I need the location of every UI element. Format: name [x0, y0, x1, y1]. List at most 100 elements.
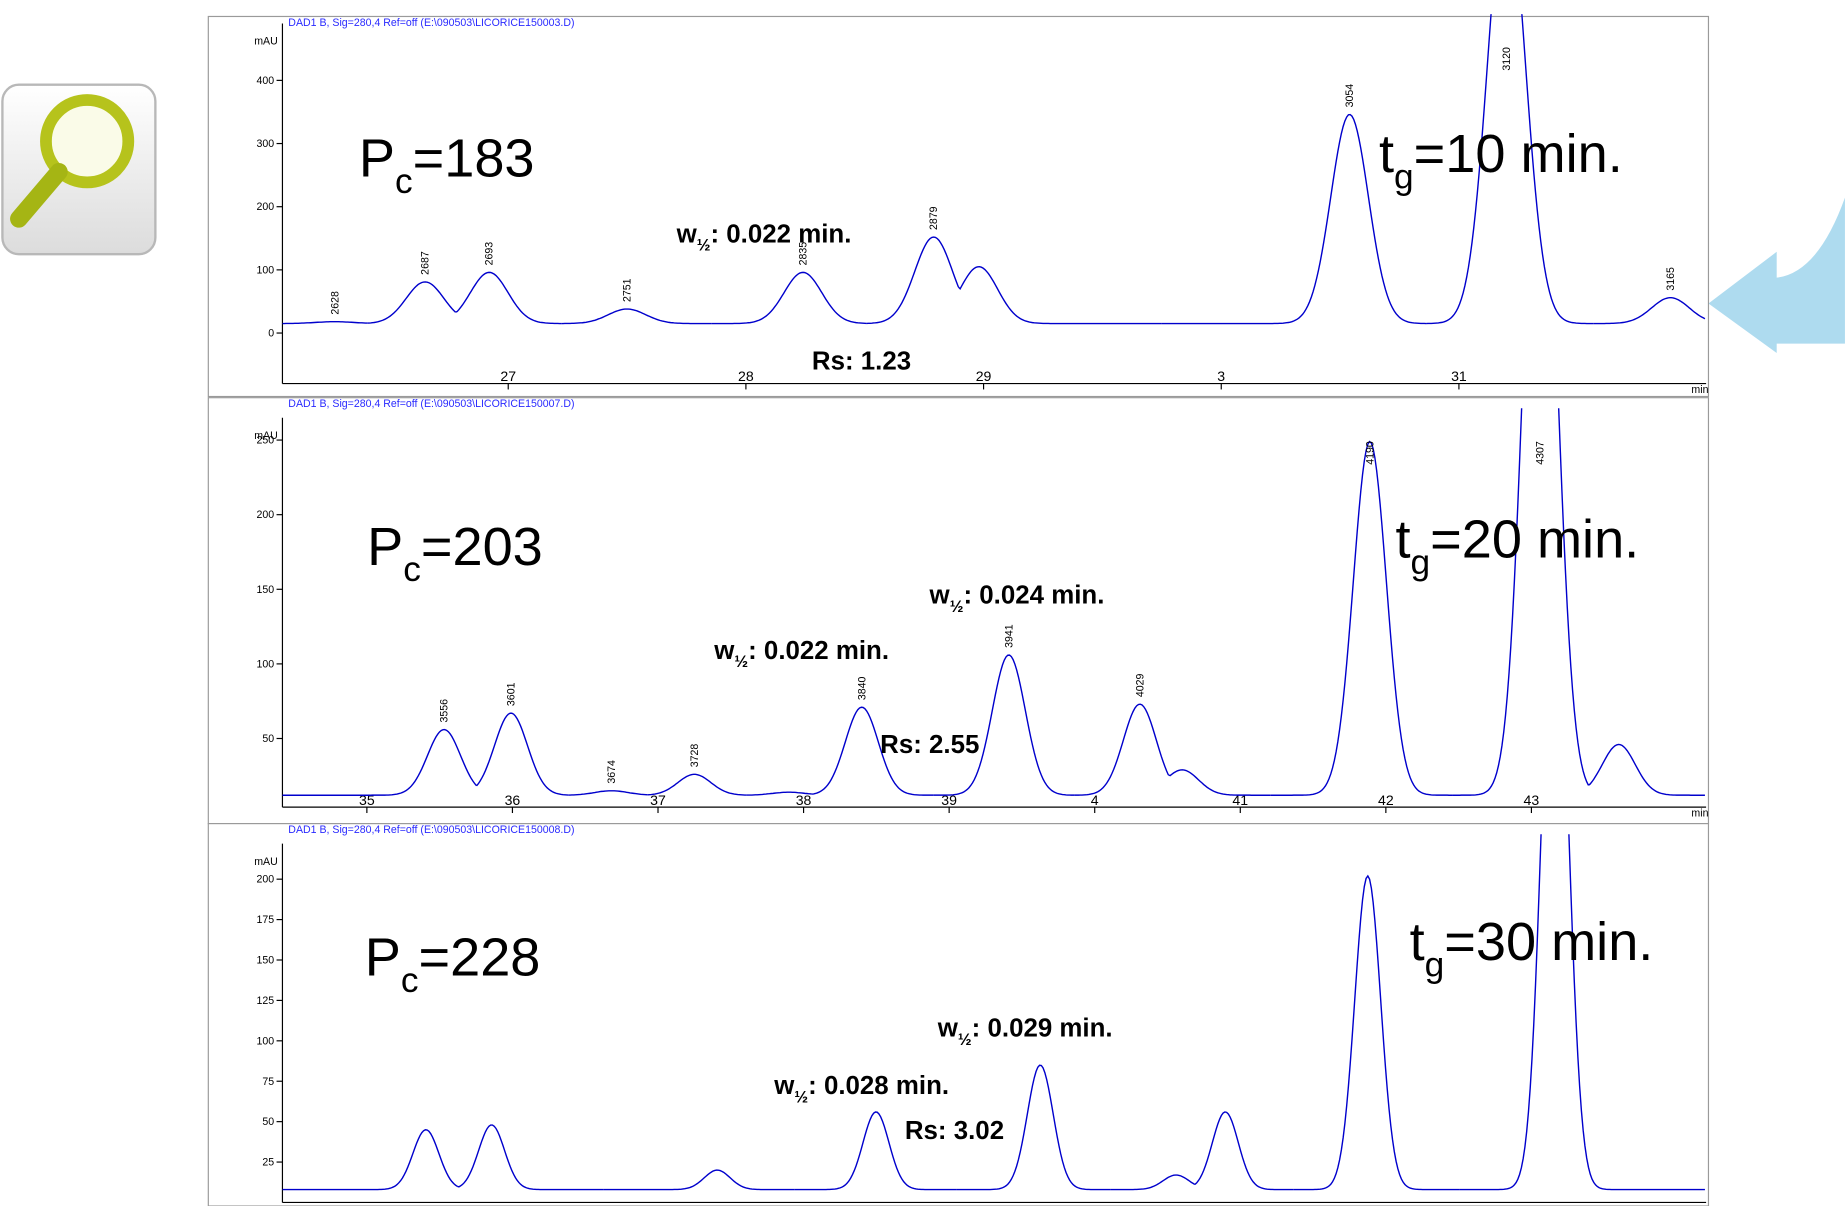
y-tick-label: 125	[257, 995, 275, 1007]
x-tick-label: 41	[1232, 792, 1248, 808]
y-tick-label: 250	[257, 435, 275, 447]
gradient-time: tg=20 min.	[1395, 510, 1639, 582]
plate-count-text: =228	[419, 927, 541, 987]
peak-trace	[957, 266, 1162, 325]
peak-trace	[1593, 296, 1706, 325]
peak-trace	[794, 1111, 957, 1191]
half-width-symbol: w	[676, 220, 698, 248]
y-tick-label: 75	[262, 1076, 274, 1088]
x-tick-label: 27	[500, 368, 516, 384]
peak-trace	[561, 308, 712, 325]
plate-count-subscript: c	[403, 550, 421, 589]
x-axis-label: min	[1691, 808, 1708, 820]
plate-count-symbol: P	[367, 517, 403, 577]
plate-count: Pc=228	[365, 927, 541, 999]
peak-label: 2835	[797, 242, 809, 266]
chart-header: DAD1 B, Sig=280,4 Ref=off (E:\090503\LIC…	[288, 824, 574, 836]
peak-label: 3840	[856, 676, 868, 700]
y-tick-label: 200	[257, 201, 275, 213]
gradient-time-subscript: g	[1425, 946, 1445, 985]
peak-label: 3728	[689, 744, 701, 768]
peak-trace	[568, 790, 648, 796]
gradient-time-symbol: t	[1395, 510, 1410, 570]
half-width-text: : 0.029 min.	[972, 1015, 1113, 1043]
half-width-subscript: ½	[950, 598, 964, 616]
peak-label: 3601	[506, 682, 518, 706]
peak-trace	[455, 271, 562, 325]
peak-label: 3054	[1344, 84, 1356, 108]
y-tick-label: 200	[257, 509, 275, 521]
gradient-time-symbol: t	[1410, 912, 1425, 972]
half-width-symbol: w	[929, 582, 951, 610]
half-width-text: : 0.022 min.	[748, 637, 889, 665]
half-width: w½: 0.022 min.	[676, 220, 852, 254]
peak-trace	[933, 654, 1075, 796]
peak-trace	[1270, 440, 1453, 796]
half-width-text: : 0.028 min.	[808, 1072, 949, 1100]
chart-header: DAD1 B, Sig=280,4 Ref=off (E:\090503\LIC…	[288, 17, 574, 29]
peak-label: 4190	[1364, 441, 1376, 465]
y-tick-label: 25	[262, 1157, 274, 1169]
peak-trace	[282, 320, 368, 325]
peak-label: 3165	[1665, 267, 1677, 291]
half-width-symbol: w	[773, 1072, 795, 1100]
peak-trace	[367, 281, 456, 324]
gradient-time-symbol: t	[1379, 124, 1394, 184]
x-tick-label: 31	[1451, 368, 1467, 384]
x-tick-label: 42	[1378, 792, 1394, 808]
peak-label: 2687	[420, 251, 432, 275]
gradient-time: tg=30 min.	[1410, 912, 1654, 984]
half-width-subscript: ½	[794, 1088, 808, 1106]
half-width-subscript: ½	[734, 653, 748, 671]
gradient-time-subscript: g	[1394, 157, 1414, 196]
resolution: Rs: 2.55	[880, 731, 979, 759]
peak-trace	[282, 728, 478, 796]
y-tick-label: 175	[257, 914, 275, 926]
peak-trace	[647, 773, 747, 796]
peak-label: 2751	[622, 278, 634, 302]
trace	[282, 834, 1705, 1191]
x-tick-label: 29	[976, 368, 992, 384]
half-width-symbol: w	[937, 1015, 959, 1043]
peak-trace	[1110, 1174, 1196, 1191]
plate-count: Pc=183	[359, 128, 535, 200]
peak-label: 3674	[606, 760, 618, 784]
y-tick-label: 200	[257, 874, 275, 886]
x-tick-label: 4	[1091, 792, 1099, 808]
peak-trace	[476, 712, 569, 796]
peak-trace	[1293, 874, 1460, 1191]
half-width: w½: 0.024 min.	[929, 582, 1105, 616]
chart-frame	[207, 397, 1710, 825]
half-width-text: : 0.022 min.	[710, 220, 851, 248]
gradient-time-text: =20 min.	[1430, 510, 1639, 570]
half-width: w½: 0.029 min.	[937, 1015, 1113, 1049]
peak-trace	[1588, 743, 1705, 796]
plate-count-text: =183	[413, 128, 535, 188]
y-axis-label: mAU	[254, 430, 278, 442]
peak-label: 3120	[1501, 47, 1513, 71]
x-tick-label: 38	[796, 792, 812, 808]
peak-trace	[603, 1169, 795, 1191]
gradient-time-subscript: g	[1411, 543, 1431, 582]
x-tick-label: 3	[1217, 368, 1225, 384]
peak-label: 4307	[1535, 441, 1547, 465]
peak-trace	[1168, 769, 1271, 796]
peak-trace	[1074, 703, 1170, 796]
chart-frame	[207, 15, 1710, 398]
y-tick-label: 100	[257, 658, 275, 670]
x-tick-label: 37	[650, 792, 666, 808]
peak-trace	[811, 706, 934, 796]
gradient-time: tg=10 min.	[1379, 124, 1623, 196]
half-width: w½: 0.028 min.	[773, 1072, 949, 1106]
plate-count: Pc=203	[367, 517, 543, 589]
y-axis-label: mAU	[254, 36, 278, 48]
half-width: w½: 0.022 min.	[713, 637, 889, 671]
chart-header: DAD1 B, Sig=280,4 Ref=off (E:\090503\LIC…	[288, 398, 574, 410]
peak-trace	[1452, 408, 1590, 796]
y-tick-label: 50	[262, 733, 274, 745]
resolution: Rs: 1.23	[812, 347, 911, 375]
x-tick-label: 36	[505, 792, 521, 808]
peak-trace	[1194, 1111, 1294, 1191]
